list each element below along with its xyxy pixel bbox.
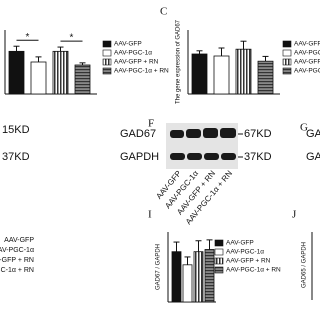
legend-label: AAV-GFP — [114, 41, 142, 48]
legend-label: AAV-GFP — [4, 237, 34, 244]
legend-swatch — [102, 49, 112, 57]
bar — [191, 53, 208, 95]
bar — [182, 264, 193, 303]
legend-label: AAV-GFP — [226, 240, 254, 247]
y-axis-label: The gene expression of GAD67 — [176, 19, 182, 104]
size-label: 37KD — [2, 151, 30, 163]
bar — [213, 55, 230, 95]
bar — [193, 251, 204, 303]
legend-swatch — [102, 67, 112, 75]
legend-label: AAV-GFP + RN — [226, 258, 271, 265]
panel-letter: G — [300, 122, 308, 134]
bar — [30, 61, 47, 95]
y-axis-label: GAD65 / GAPDH — [302, 242, 308, 288]
legend-label: AAV-GFP + RN — [114, 59, 159, 66]
legend-swatch — [282, 67, 292, 75]
panel-letter: J — [292, 209, 297, 221]
bar — [52, 50, 69, 95]
significance-mark: * — [70, 33, 74, 44]
size-label: 67KD — [244, 128, 272, 140]
bar — [257, 60, 274, 95]
legend-label: AAV-PGC-1α + RN — [294, 68, 320, 75]
panel-letter: C — [160, 6, 167, 18]
blot-row-label: GAD67 — [120, 128, 156, 140]
legend-label: AAV-PGC-1α + RN — [0, 267, 34, 274]
bar — [8, 50, 25, 95]
blot-row-label: GAPDH — [120, 151, 159, 163]
bar — [171, 251, 182, 303]
legend-swatch — [214, 257, 224, 265]
legend-swatch — [282, 49, 292, 57]
bar — [204, 249, 215, 303]
blot-row-label: GAPDH — [306, 151, 320, 163]
y-axis-label: GAD67 / GAPDH — [156, 244, 162, 290]
size-label: 15KD — [2, 124, 30, 136]
bar — [74, 64, 91, 95]
legend-swatch — [214, 239, 224, 247]
legend-label: AAV-PGC-1α — [114, 50, 152, 57]
legend-swatch — [282, 40, 292, 48]
legend-swatch — [282, 58, 292, 66]
legend-swatch — [214, 266, 224, 274]
panel-letter: F — [148, 118, 154, 130]
panel-letter: I — [148, 209, 152, 221]
legend-swatch — [102, 58, 112, 66]
significance-mark: * — [26, 32, 30, 43]
legend-swatch — [102, 40, 112, 48]
blot-row-label: GAD65 — [306, 128, 320, 140]
legend-label: AAV-PGC-1α — [226, 249, 264, 256]
legend-label: AAV-PGC-1α — [0, 247, 34, 254]
legend-swatch — [214, 248, 224, 256]
legend-label: AAV-GFP + RN — [294, 59, 320, 66]
blot-bands — [170, 128, 236, 160]
bar — [235, 48, 252, 95]
legend-label: AAV-GFP + RN — [0, 257, 34, 264]
legend-label: AAV-PGC-1α — [294, 50, 320, 57]
legend-label: AAV-GFP — [294, 41, 320, 48]
size-label: 37KD — [244, 151, 272, 163]
legend-label: AAV-PGC-1α + RN — [226, 267, 281, 274]
legend-label: AAV-PGC-1α + RN — [114, 68, 169, 75]
